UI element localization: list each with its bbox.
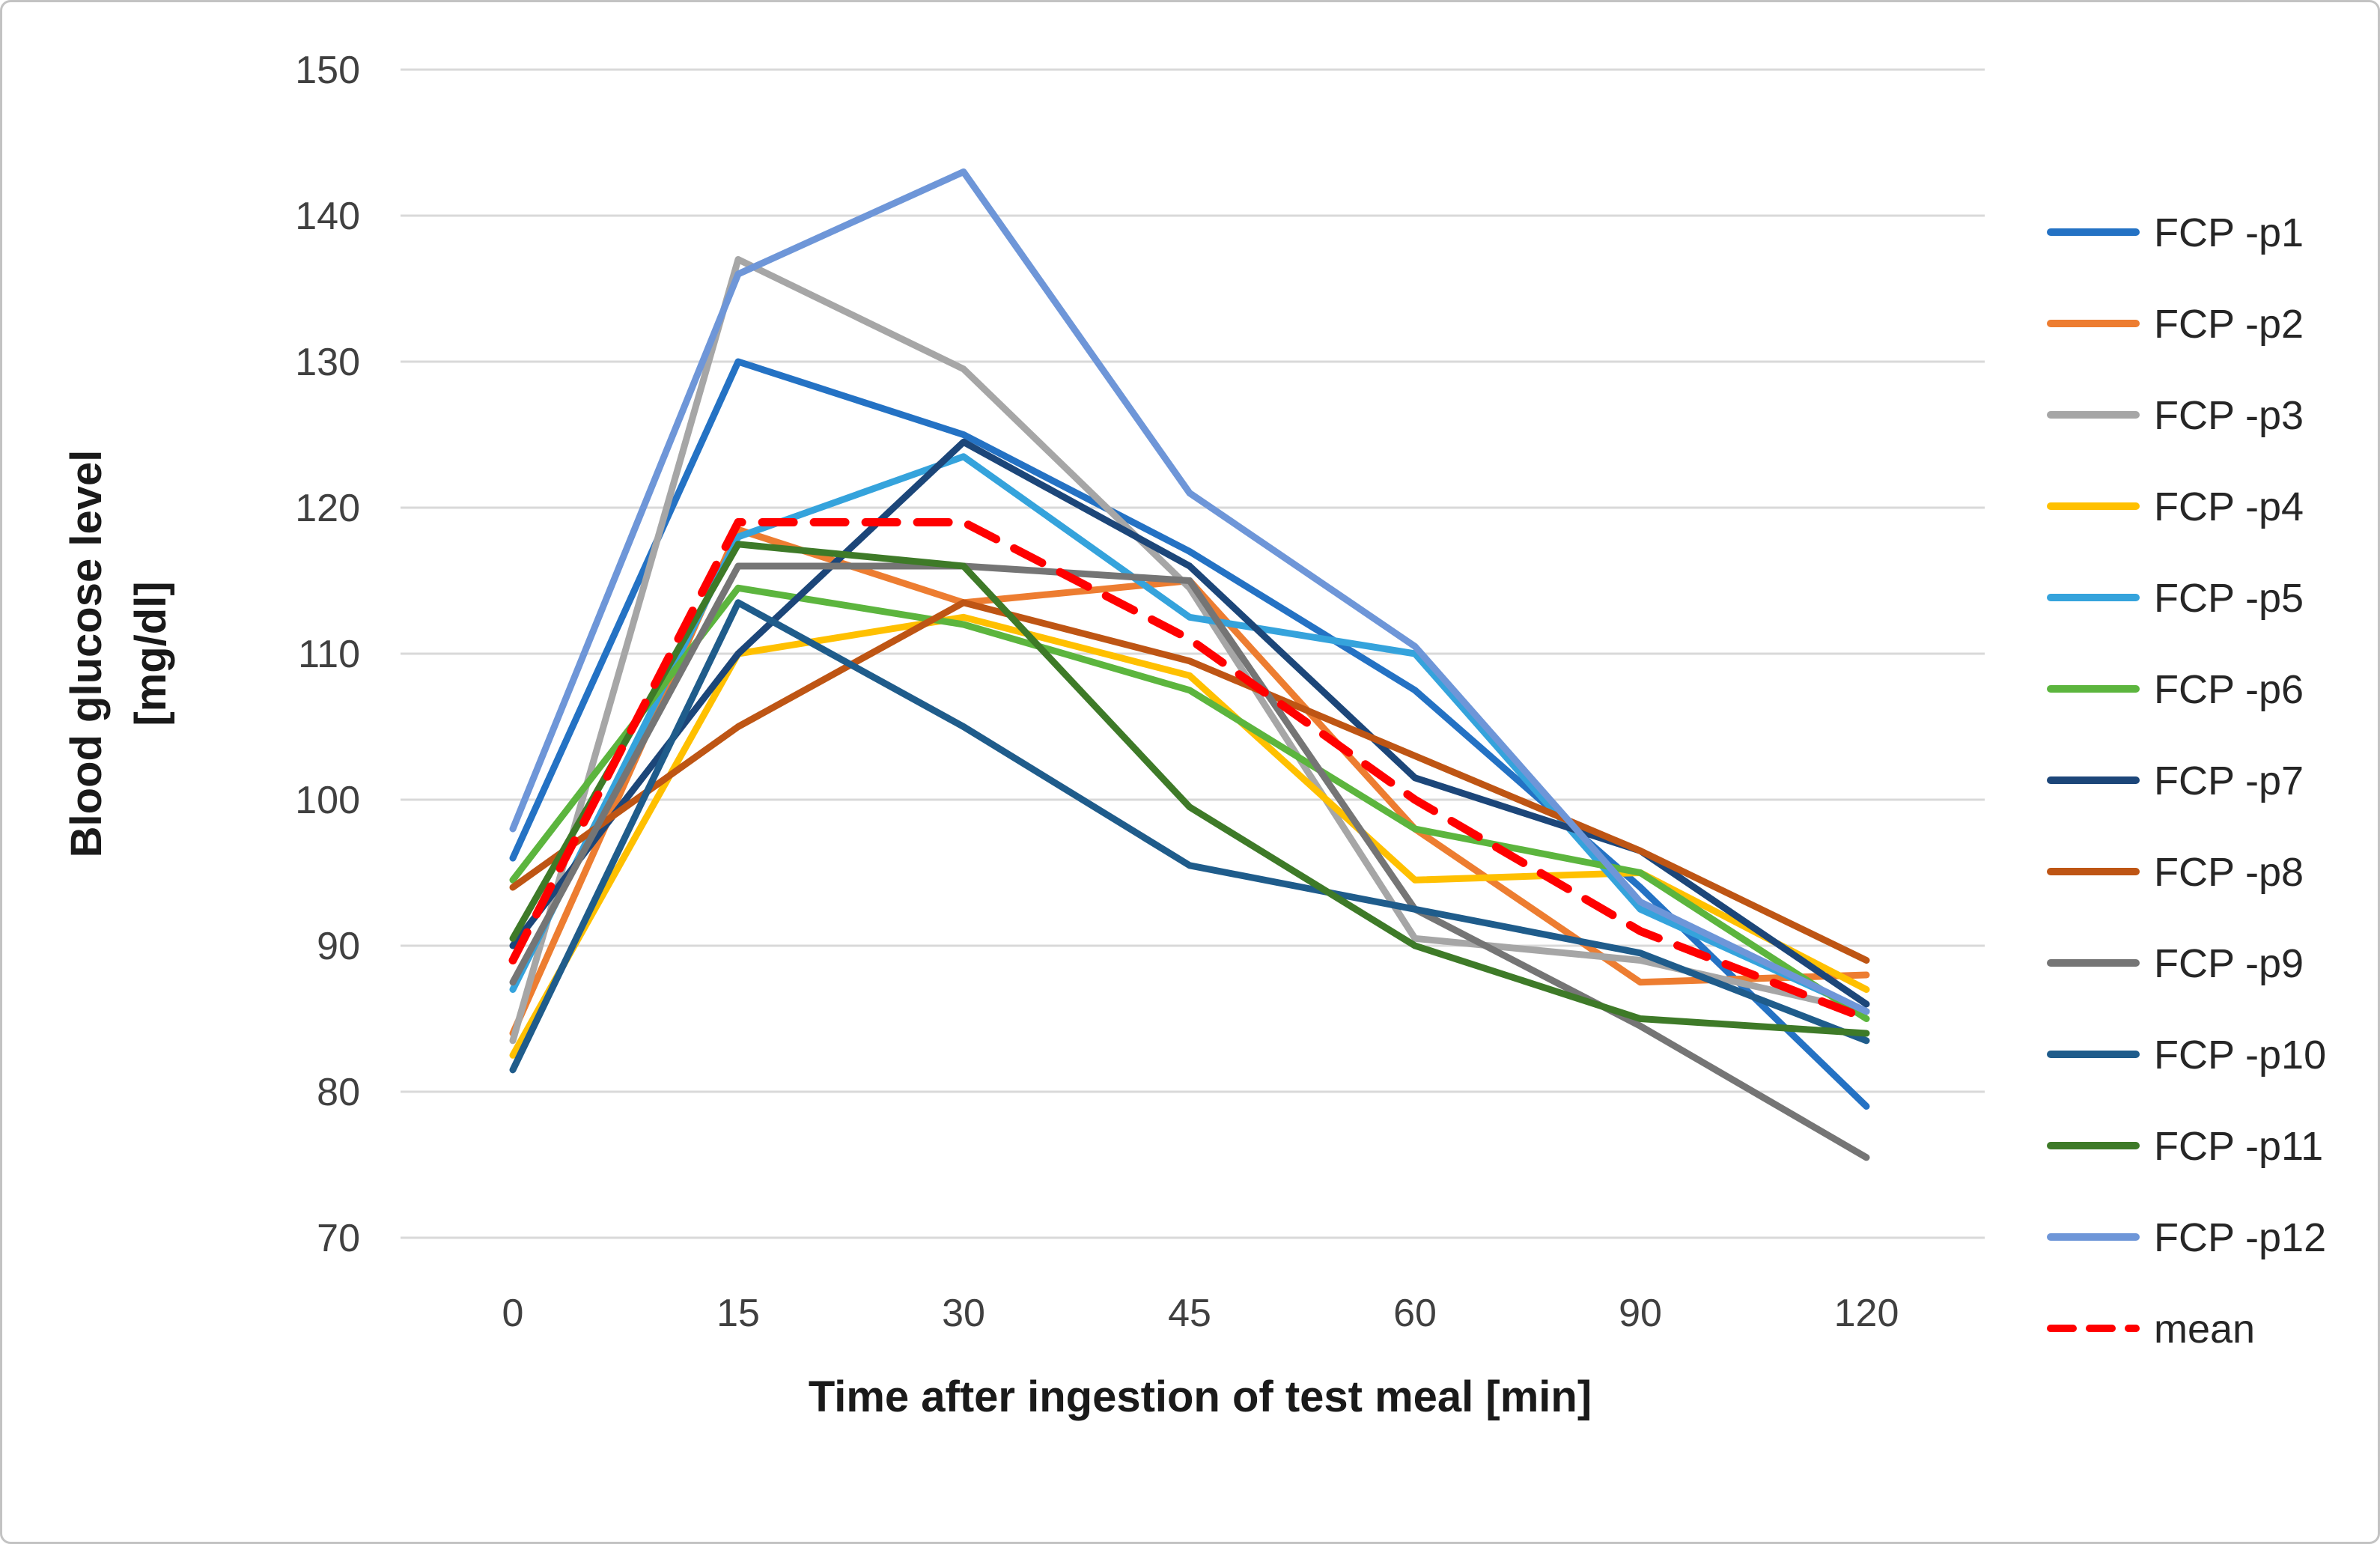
x-tick-label: 0 xyxy=(502,1292,524,1335)
x-axis-tick-labels: 0 15 30 45 60 90 120 xyxy=(502,1292,1899,1335)
y-tick-label: 100 xyxy=(295,779,360,822)
series-line-FCP-p6 xyxy=(509,584,1870,1022)
legend-item-FCP-p8: FCP -p8 xyxy=(2047,850,2304,895)
y-tick-label: 70 xyxy=(317,1217,360,1260)
series-line-FCP-p9 xyxy=(509,562,1870,1161)
legend-label: FCP -p1 xyxy=(2154,210,2304,255)
y-axis-title-unit: [mg/dl] xyxy=(127,581,175,726)
legend-item-FCP-p5: FCP -p5 xyxy=(2047,576,2304,621)
x-tick-label: 90 xyxy=(1619,1292,1662,1335)
series-lines xyxy=(508,168,1871,1161)
legend-label: FCP -p8 xyxy=(2154,850,2304,895)
legend-label: FCP -p10 xyxy=(2154,1033,2326,1078)
y-tick-label: 90 xyxy=(317,925,360,968)
y-tick-label: 80 xyxy=(317,1071,360,1114)
y-tick-label: 150 xyxy=(295,49,360,92)
x-tick-label: 60 xyxy=(1393,1292,1437,1335)
y-axis-title: Blood glucose level xyxy=(62,450,111,858)
y-tick-label: 130 xyxy=(295,341,360,384)
legend-label: FCP -p7 xyxy=(2154,759,2304,803)
legend-label: FCP -p4 xyxy=(2154,484,2304,529)
x-tick-label: 45 xyxy=(1168,1292,1211,1335)
legend-item-FCP-p1: FCP -p1 xyxy=(2047,210,2304,255)
legend-label: FCP -p9 xyxy=(2154,941,2304,986)
series-line-FCP-p12 xyxy=(509,168,1870,1015)
y-tick-label: 140 xyxy=(295,195,360,238)
series-line-FCP-p11 xyxy=(509,541,1870,1037)
legend-label: FCP -p5 xyxy=(2154,576,2304,621)
legend-item-FCP-p9: FCP -p9 xyxy=(2047,941,2304,986)
legend-label: FCP -p3 xyxy=(2154,393,2304,438)
series-line-FCP-p1 xyxy=(509,358,1870,1110)
x-tick-label: 15 xyxy=(716,1292,760,1335)
legend-item-FCP-p7: FCP -p7 xyxy=(2047,759,2304,803)
legend-item-FCP-p12: FCP -p12 xyxy=(2047,1215,2326,1260)
legend-label: mean xyxy=(2154,1307,2255,1352)
legend-item-FCP-p10: FCP -p10 xyxy=(2047,1033,2326,1078)
series-line-FCP-p3 xyxy=(509,256,1870,1045)
series-line-FCP-p8 xyxy=(509,599,1870,964)
legend-label: FCP -p12 xyxy=(2154,1215,2326,1260)
x-tick-label: 30 xyxy=(942,1292,985,1335)
legend-item-mean: mean xyxy=(2047,1307,2255,1352)
legend-item-FCP-p6: FCP -p6 xyxy=(2047,667,2304,712)
series-line-FCP-p10 xyxy=(509,599,1870,1074)
x-axis-title: Time after ingestion of test meal [min] xyxy=(809,1373,1592,1421)
y-tick-label: 110 xyxy=(298,633,360,676)
y-tick-label: 120 xyxy=(295,487,360,530)
legend-label: FCP -p11 xyxy=(2154,1124,2323,1169)
x-tick-label: 120 xyxy=(1834,1292,1899,1335)
legend-item-FCP-p3: FCP -p3 xyxy=(2047,393,2304,438)
legend-label: FCP -p2 xyxy=(2154,302,2304,347)
series-line-mean xyxy=(508,518,1871,1023)
legend-item-FCP-p2: FCP -p2 xyxy=(2047,302,2304,347)
legend-item-FCP-p11: FCP -p11 xyxy=(2047,1124,2323,1169)
legend: FCP -p1 FCP -p2 FCP -p3 FCP -p4 FCP -p5 FCP -… xyxy=(2047,210,2326,1352)
gridlines xyxy=(401,68,1985,1239)
legend-label: FCP -p6 xyxy=(2154,667,2304,712)
legend-item-FCP-p4: FCP -p4 xyxy=(2047,484,2304,529)
y-axis-tick-labels: 70 80 90 100 110 120 130 140 150 xyxy=(295,49,360,1260)
series-line-FCP-p5 xyxy=(509,453,1870,1015)
